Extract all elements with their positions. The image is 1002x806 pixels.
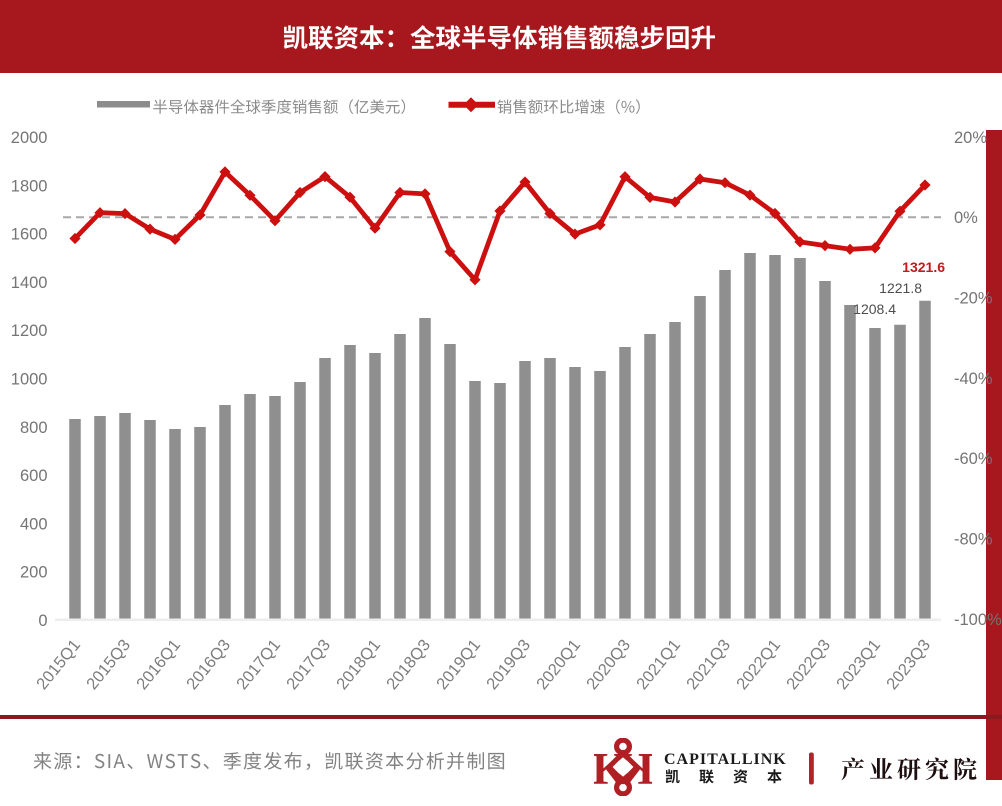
svg-text:2017Q1: 2017Q1 — [233, 636, 284, 693]
svg-text:-80%: -80% — [954, 530, 993, 548]
svg-text:1400: 1400 — [11, 274, 48, 292]
svg-text:2020Q1: 2020Q1 — [533, 636, 584, 693]
svg-text:CAPITALLINK: CAPITALLINK — [664, 751, 787, 768]
svg-text:1208.4: 1208.4 — [853, 301, 896, 317]
svg-text:2015Q3: 2015Q3 — [83, 636, 134, 693]
svg-text:-40%: -40% — [954, 370, 993, 388]
svg-text:-20%: -20% — [954, 289, 993, 307]
svg-text:2023Q1: 2023Q1 — [833, 636, 884, 693]
svg-text:0%: 0% — [954, 209, 978, 227]
svg-text:1200: 1200 — [11, 322, 48, 340]
svg-text:-100%: -100% — [954, 611, 1002, 629]
svg-text:2021Q3: 2021Q3 — [683, 636, 734, 693]
svg-text:2016Q1: 2016Q1 — [133, 636, 184, 693]
svg-text:2016Q3: 2016Q3 — [183, 636, 234, 693]
svg-text:2000: 2000 — [11, 129, 48, 147]
svg-text:-60%: -60% — [954, 450, 993, 468]
svg-text:800: 800 — [20, 419, 48, 437]
svg-text:400: 400 — [20, 515, 48, 533]
svg-text:2022Q1: 2022Q1 — [733, 636, 784, 693]
svg-text:1800: 1800 — [11, 177, 48, 195]
svg-text:20%: 20% — [954, 129, 987, 147]
svg-text:200: 200 — [20, 564, 48, 582]
svg-text:1321.6: 1321.6 — [902, 259, 945, 275]
svg-text:2018Q1: 2018Q1 — [333, 636, 384, 693]
svg-text:2015Q1: 2015Q1 — [33, 636, 84, 693]
svg-text:1000: 1000 — [11, 370, 48, 388]
svg-text:2017Q3: 2017Q3 — [283, 636, 334, 693]
svg-text:2022Q3: 2022Q3 — [783, 636, 834, 693]
svg-text:2021Q1: 2021Q1 — [633, 636, 684, 693]
svg-text:2019Q1: 2019Q1 — [433, 636, 484, 693]
svg-text:2023Q3: 2023Q3 — [883, 636, 934, 693]
svg-text:2018Q3: 2018Q3 — [383, 636, 434, 693]
svg-text:0: 0 — [38, 612, 47, 630]
svg-text:600: 600 — [20, 467, 48, 485]
svg-text:1221.8: 1221.8 — [879, 280, 922, 296]
svg-text:2020Q3: 2020Q3 — [583, 636, 634, 693]
svg-text:1600: 1600 — [11, 226, 48, 244]
svg-text:2019Q3: 2019Q3 — [483, 636, 534, 693]
